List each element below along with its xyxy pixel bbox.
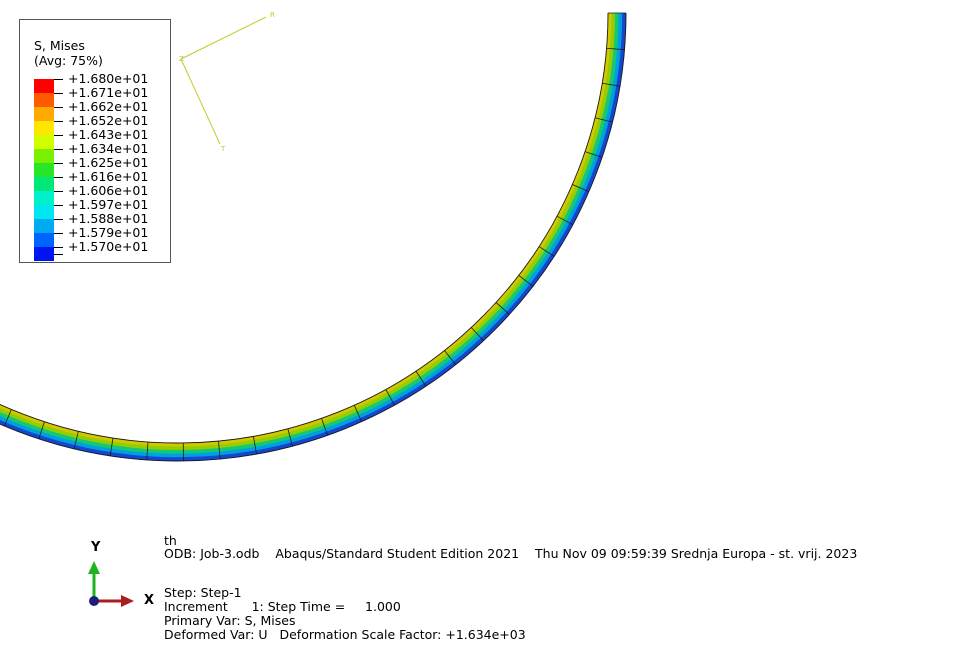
ring-edge xyxy=(0,12,609,444)
legend-tick xyxy=(54,121,63,122)
legend-level-label: +1.597e+01 xyxy=(68,197,149,212)
legend-swatch xyxy=(34,205,54,219)
local-coordinate-system: R Z T xyxy=(179,11,275,153)
mesh-element-edge xyxy=(594,117,613,123)
mesh-element-edge xyxy=(606,47,625,51)
contour-legend[interactable]: S, Mises (Avg: 75%) +1.680e+01 +1.671e+01… xyxy=(19,19,171,263)
legend-tick xyxy=(54,191,63,192)
legend-level-label: +1.643e+01 xyxy=(68,127,149,142)
legend-tick xyxy=(54,79,63,80)
legend-level-label: +1.579e+01 xyxy=(68,225,149,240)
ring-stress-band xyxy=(0,12,612,447)
mesh-element-edge xyxy=(38,421,45,439)
mesh-element-edge xyxy=(572,184,590,193)
legend-level-label: +1.671e+01 xyxy=(68,85,149,100)
legend-swatch xyxy=(34,177,54,191)
legend-swatch xyxy=(34,121,54,135)
mesh-element-edge xyxy=(353,405,363,422)
legend-tick xyxy=(54,219,63,220)
mesh-element-edge xyxy=(253,436,257,455)
legend-swatch xyxy=(34,135,54,149)
csys-r-axis xyxy=(180,16,267,60)
legend-level-label: +1.634e+01 xyxy=(68,141,149,156)
legend-swatch xyxy=(34,219,54,233)
legend-level-label: +1.625e+01 xyxy=(68,155,149,170)
legend-tick xyxy=(54,177,63,178)
mesh-element-edge xyxy=(109,437,114,456)
increment-text: Increment 1: Step Time = 1.000 xyxy=(164,599,401,614)
triad-y-label: Y xyxy=(91,540,101,555)
legend-swatch xyxy=(34,79,54,93)
deformed-ring-mesh xyxy=(0,12,627,462)
legend-swatch xyxy=(34,191,54,205)
csys-t-axis xyxy=(180,58,221,145)
mesh-element-edge xyxy=(146,441,149,460)
mesh-element-edge xyxy=(4,409,12,427)
mesh-element-edge xyxy=(218,441,221,460)
legend-level-label: +1.662e+01 xyxy=(68,99,149,114)
ring-edge xyxy=(0,12,627,462)
mesh-element-edge xyxy=(444,350,456,365)
legend-subtitle: (Avg: 75%) xyxy=(34,53,103,68)
legend-tick xyxy=(54,93,63,94)
csys-label-t: T xyxy=(220,145,226,153)
triad-y-arrowhead-icon xyxy=(88,561,100,574)
mesh-element-edge xyxy=(321,418,328,436)
legend-swatch xyxy=(34,247,54,261)
ring-stress-band xyxy=(0,12,623,458)
mesh-element-edge xyxy=(73,431,79,449)
legend-tick xyxy=(54,149,63,150)
csys-label-z: Z xyxy=(179,55,184,63)
model-name-text: th xyxy=(164,533,177,548)
deformed-var-text: Deformed Var: U Deformation Scale Factor… xyxy=(164,627,526,642)
legend-title: S, Mises xyxy=(34,38,85,53)
legend-level-label: +1.570e+01 xyxy=(68,239,149,254)
mesh-element-edge xyxy=(415,370,427,387)
legend-tick xyxy=(54,247,63,248)
legend-level-label: +1.588e+01 xyxy=(68,211,149,226)
mesh-element-edge xyxy=(495,302,510,315)
legend-level-label: +1.606e+01 xyxy=(68,183,149,198)
triad-x-label: X xyxy=(144,593,155,608)
legend-tick xyxy=(54,163,63,164)
legend-swatch xyxy=(34,149,54,163)
legend-tick xyxy=(54,254,63,255)
legend-swatch xyxy=(34,107,54,121)
mesh-element-edge xyxy=(287,428,293,447)
mesh-element-edge xyxy=(538,246,555,257)
mesh-element-edge xyxy=(602,82,621,87)
primary-var-text: Primary Var: S, Mises xyxy=(164,613,296,628)
ring-stress-band xyxy=(0,12,627,462)
triad-x-arrowhead-icon xyxy=(121,595,134,607)
legend-tick xyxy=(54,233,63,234)
ring-stress-band xyxy=(0,12,619,454)
legend-swatch xyxy=(34,93,54,107)
legend-level-label: +1.616e+01 xyxy=(68,169,149,184)
ring-stress-band xyxy=(0,12,616,451)
legend-tick xyxy=(54,107,63,108)
legend-tick xyxy=(54,135,63,136)
odb-info-text: ODB: Job-3.odb Abaqus/Standard Student E… xyxy=(164,546,858,561)
mesh-element-edge xyxy=(518,275,534,287)
view-triad xyxy=(88,561,134,607)
csys-label-r: R xyxy=(270,11,275,19)
mesh-element-edge xyxy=(385,389,395,406)
legend-level-label: +1.680e+01 xyxy=(68,71,149,86)
step-text: Step: Step-1 xyxy=(164,585,242,600)
legend-level-label: +1.652e+01 xyxy=(68,113,149,128)
legend-swatch xyxy=(34,163,54,177)
legend-swatch xyxy=(34,233,54,247)
mesh-element-edge xyxy=(584,151,603,158)
legend-tick xyxy=(54,205,63,206)
triad-origin-icon xyxy=(89,596,99,606)
mesh-element-edge xyxy=(556,215,574,226)
mesh-element-edge xyxy=(470,327,484,341)
